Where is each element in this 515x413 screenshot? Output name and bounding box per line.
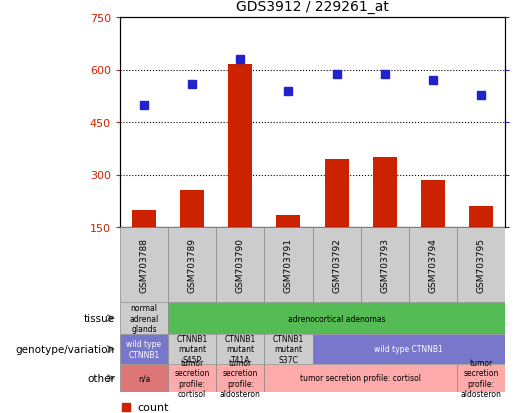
Text: normal
adrenal
glands: normal adrenal glands — [129, 304, 159, 333]
Bar — [313, 228, 360, 302]
Bar — [264, 228, 313, 302]
Bar — [120, 364, 168, 392]
Bar — [457, 364, 505, 392]
Text: count: count — [138, 402, 169, 412]
Bar — [216, 364, 264, 392]
Text: wild type
CTNNB1: wild type CTNNB1 — [127, 339, 162, 359]
Bar — [168, 228, 216, 302]
Bar — [120, 334, 168, 364]
Text: CTNNB1
mutant
S45P: CTNNB1 mutant S45P — [177, 334, 208, 364]
Bar — [313, 334, 505, 364]
Text: genotype/variation: genotype/variation — [16, 344, 115, 354]
Bar — [457, 228, 505, 302]
Text: GSM703790: GSM703790 — [236, 237, 245, 292]
Text: GSM703789: GSM703789 — [187, 237, 197, 292]
Bar — [132, 210, 156, 228]
Bar — [264, 364, 457, 392]
Text: tumor
secretion
profile:
cortisol: tumor secretion profile: cortisol — [175, 358, 210, 398]
Bar — [409, 228, 457, 302]
Bar — [277, 215, 300, 228]
Text: tumor
secretion
profile:
aldosteron: tumor secretion profile: aldosteron — [220, 358, 261, 398]
Text: GSM703788: GSM703788 — [140, 237, 148, 292]
Bar — [360, 228, 409, 302]
Bar — [264, 334, 313, 364]
Bar — [216, 334, 264, 364]
Text: n/a: n/a — [138, 374, 150, 382]
Bar — [168, 364, 216, 392]
Text: GSM703795: GSM703795 — [476, 237, 486, 292]
Bar — [373, 158, 397, 228]
Text: GSM703794: GSM703794 — [428, 237, 437, 292]
Text: other: other — [87, 373, 115, 383]
Bar — [324, 159, 349, 228]
Bar — [120, 228, 168, 302]
Text: GSM703793: GSM703793 — [380, 237, 389, 292]
Bar — [168, 302, 505, 334]
Bar — [469, 206, 493, 228]
Text: tumor
secretion
profile:
aldosteron: tumor secretion profile: aldosteron — [460, 358, 502, 398]
Bar — [180, 191, 204, 228]
Bar — [216, 228, 264, 302]
Title: GDS3912 / 229261_at: GDS3912 / 229261_at — [236, 0, 389, 14]
Text: wild type CTNNB1: wild type CTNNB1 — [374, 345, 443, 354]
Text: GSM703792: GSM703792 — [332, 237, 341, 292]
Text: CTNNB1
mutant
T41A: CTNNB1 mutant T41A — [225, 334, 256, 364]
Text: GSM703791: GSM703791 — [284, 237, 293, 292]
Text: tumor secretion profile: cortisol: tumor secretion profile: cortisol — [300, 374, 421, 382]
Text: CTNNB1
mutant
S37C: CTNNB1 mutant S37C — [273, 334, 304, 364]
Bar — [228, 65, 252, 228]
Bar — [168, 334, 216, 364]
Text: adrenocortical adenomas: adrenocortical adenomas — [288, 314, 385, 323]
Bar — [421, 180, 445, 228]
Bar — [120, 302, 168, 334]
Text: tissue: tissue — [84, 313, 115, 323]
